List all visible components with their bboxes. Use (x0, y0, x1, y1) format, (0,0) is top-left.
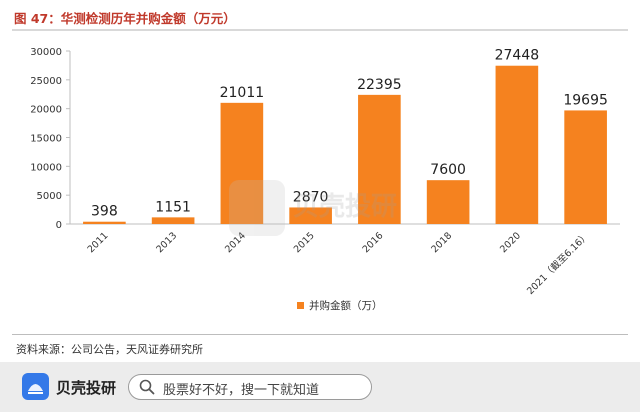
figure-title-row: 图 47：华测检测历年并购金额（万元） (14, 7, 236, 27)
legend-label: 并购金额（万） (309, 299, 383, 312)
app-name: 贝壳投研 (56, 379, 117, 397)
search-icon (139, 379, 155, 395)
x-tick-label: 2011 (86, 230, 111, 255)
bar (289, 207, 332, 224)
data-label: 21011 (220, 85, 265, 101)
data-label: 1151 (155, 199, 191, 215)
source-divider (12, 334, 628, 335)
x-tick-label: 2021（截至6.16） (524, 230, 591, 297)
bar (495, 65, 539, 224)
y-tick-label: 15000 (30, 134, 62, 145)
app-logo-icon[interactable] (22, 373, 49, 400)
x-tick-label: 2018 (429, 230, 454, 255)
data-label: 398 (91, 204, 118, 220)
y-tick-label: 20000 (30, 105, 62, 116)
y-tick-label: 0 (56, 220, 62, 231)
watermark-logo-icon (229, 180, 285, 236)
data-label: 27448 (495, 48, 540, 64)
search-placeholder: 股票好不好，搜一下就知道 (163, 383, 320, 398)
data-label: 22395 (357, 77, 402, 93)
bar (220, 102, 264, 224)
data-label: 2870 (293, 189, 329, 205)
data-label: 19695 (563, 92, 608, 108)
bar (358, 94, 401, 224)
figure-title: 图 47：华测检测历年并购金额（万元） (14, 10, 236, 26)
y-tick-label: 30000 (30, 47, 62, 58)
app-footer: 贝壳投研 股票好不好，搜一下就知道 (0, 362, 640, 412)
y-tick-label: 5000 (37, 191, 62, 202)
bar-chart: 0 5000 10000 15000 20000 25000 30000 398 2011 115… (30, 47, 620, 312)
watermark: 贝壳投研 (229, 180, 419, 240)
bar (151, 217, 195, 224)
bar (426, 180, 470, 224)
x-tick-label: 2013 (154, 230, 179, 255)
legend-swatch (297, 302, 304, 309)
bar (83, 221, 126, 224)
y-tick-label: 10000 (30, 162, 62, 173)
data-label: 7600 (430, 162, 466, 178)
y-tick-label: 25000 (30, 76, 62, 87)
title-divider (12, 29, 628, 31)
chart-area: 0 5000 10000 15000 20000 25000 30000 398 2011 115… (0, 30, 640, 335)
watermark-text: 贝壳投研 (293, 192, 398, 222)
x-tick-label: 2020 (498, 230, 523, 255)
search-input[interactable]: 股票好不好，搜一下就知道 (128, 374, 372, 400)
bar (564, 110, 607, 224)
source-note: 资料来源：公司公告，天风证券研究所 (16, 343, 203, 356)
